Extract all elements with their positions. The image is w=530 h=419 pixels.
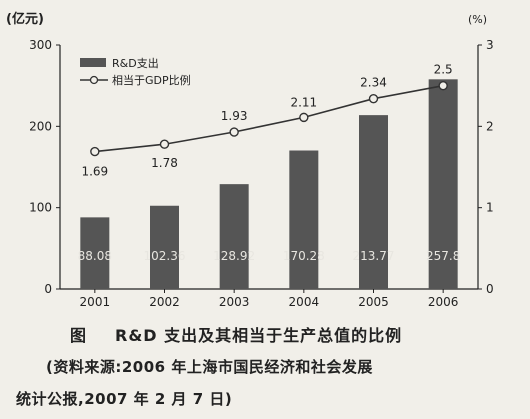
line-marker	[229, 127, 239, 137]
bar-labels: 88.08 102.36 128.92 170.28 213.77 257.8	[78, 249, 461, 263]
line-value-label: 1.78	[151, 156, 178, 170]
line-path	[94, 84, 444, 153]
line-value-label: 1.69	[81, 165, 108, 179]
right-tick-label: 2	[486, 119, 494, 133]
source-line-2: 统计公报,2007 年 2 月 7 日)	[16, 390, 233, 408]
source-line-1: (资料来源:2006 年上海市国民经济和社会发展	[46, 358, 373, 376]
figure-label: 图	[70, 326, 88, 345]
x-tick-label: 2002	[149, 295, 180, 309]
bar-value-label: 213.77	[353, 249, 395, 263]
figure-caption: 图 R&D 支出及其相当于生产总值的比例	[70, 322, 530, 346]
left-tick-label: 100	[29, 201, 52, 215]
right-tick-label: 1	[486, 201, 494, 215]
line-value-label: 2.34	[360, 76, 387, 90]
right-axis-unit: (%)	[468, 13, 487, 26]
left-axis-unit: (亿元)	[6, 11, 44, 27]
bar	[150, 205, 179, 289]
line-marker	[90, 146, 100, 157]
line-marker	[438, 80, 448, 91]
line-marker	[368, 93, 379, 104]
line-value-label: 1.93	[221, 109, 248, 123]
bar-value-label: 102.36	[144, 249, 186, 263]
x-tick-label: 2005	[358, 295, 389, 309]
legend-label-line: 相当于GDP比例	[112, 73, 191, 87]
line-labels: 1.69 1.78 1.93 2.11 2.34 2.5	[81, 63, 452, 179]
chart: 0 100 200 300 0 1 2 3 2001 2002 2003 2004 2005 2006 (亿…	[6, 11, 494, 309]
line-marker	[159, 139, 170, 149]
figure-title: R&D 支出及其相当于生产总值的比例	[115, 326, 403, 345]
line-value-label: 2.5	[434, 63, 453, 77]
left-tick-label: 0	[44, 282, 52, 296]
bar	[359, 115, 388, 290]
axes: 0 100 200 300 0 1 2 3 2001 2002 2003 2004 2005 2006 (亿…	[6, 11, 494, 309]
x-tick-label: 2001	[80, 295, 111, 309]
x-tick-label: 2006	[428, 295, 459, 309]
bar-value-label: 257.8	[426, 249, 460, 263]
legend-label-bar: R&D支出	[112, 56, 159, 70]
right-tick-label: 3	[486, 38, 494, 52]
left-tick-label: 300	[29, 38, 52, 52]
bar	[80, 217, 110, 289]
bar-value-label: 128.92	[213, 249, 255, 263]
bar	[289, 150, 319, 289]
line-value-label: 2.11	[290, 95, 317, 109]
x-tick-label: 2004	[289, 295, 320, 309]
line-marker	[299, 112, 309, 123]
legend-swatch-marker	[89, 75, 99, 85]
line-series	[90, 80, 448, 157]
bar	[428, 79, 458, 290]
bars	[80, 79, 458, 290]
bar-value-label: 170.28	[283, 249, 325, 263]
left-tick-label: 200	[29, 119, 52, 133]
bar	[219, 184, 249, 289]
legend-swatch-bar	[80, 58, 106, 67]
x-tick-label: 2003	[219, 295, 250, 309]
bar-value-label: 88.08	[78, 249, 112, 263]
right-tick-label: 0	[486, 282, 494, 296]
